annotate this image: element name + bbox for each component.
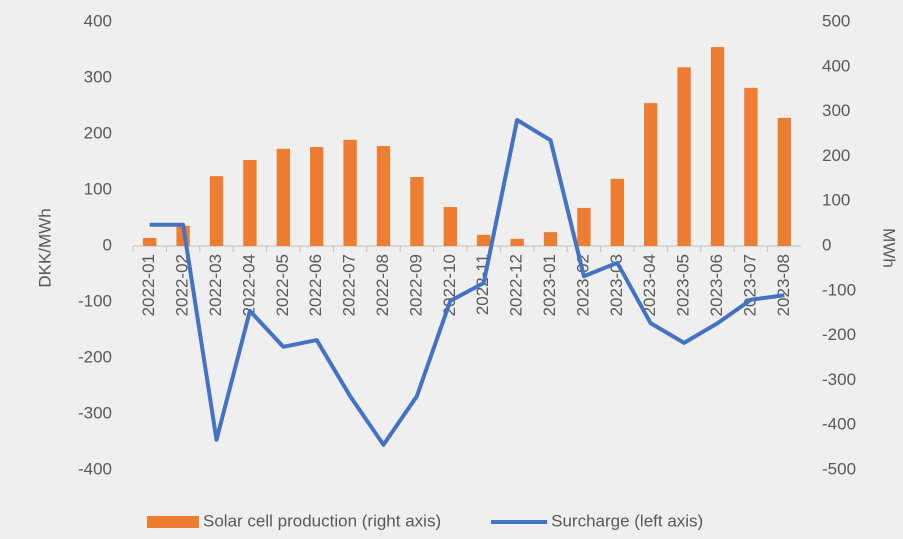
y-tick-label: -400 xyxy=(78,459,112,478)
bar xyxy=(610,178,624,246)
bar xyxy=(577,207,591,246)
y2-tick-label: -100 xyxy=(822,280,856,299)
bar xyxy=(310,146,324,246)
y2-tick-label: 100 xyxy=(822,191,850,210)
x-tick-label: 2022-05 xyxy=(273,254,292,316)
x-tick-label: 2023-05 xyxy=(674,254,693,316)
x-tick-label: 2022-01 xyxy=(139,254,158,316)
legend-label: Surcharge (left axis) xyxy=(551,511,703,530)
bar xyxy=(477,234,491,246)
y2-tick-label: -200 xyxy=(822,325,856,344)
x-tick-label: 2022-07 xyxy=(340,254,359,316)
bar xyxy=(644,103,658,246)
y2-tick-label: -300 xyxy=(822,370,856,389)
bar xyxy=(777,117,791,246)
bar xyxy=(343,139,357,246)
y2-tick-label: -400 xyxy=(822,415,856,434)
y2-tick-label: 0 xyxy=(822,235,831,254)
y2-tick-label: 200 xyxy=(822,146,850,165)
x-tick-label: 2022-08 xyxy=(373,254,392,316)
bar xyxy=(677,67,691,246)
x-tick-label: 2023-02 xyxy=(573,254,592,316)
y-tick-label: -100 xyxy=(78,291,112,310)
legend-swatch xyxy=(147,516,199,528)
legend-label: Solar cell production (right axis) xyxy=(203,511,441,530)
y-tick-label: -200 xyxy=(78,347,112,366)
y-tick-label: 300 xyxy=(84,67,112,86)
x-tick-label: 2022-04 xyxy=(239,254,258,316)
y2-tick-label: 500 xyxy=(822,11,850,30)
bar xyxy=(443,207,457,246)
bar xyxy=(744,87,758,246)
bar xyxy=(376,146,391,246)
x-tick-label: 2023-01 xyxy=(540,254,559,316)
bar xyxy=(543,232,558,246)
x-tick-label: 2023-04 xyxy=(640,254,659,316)
bar xyxy=(710,47,725,247)
x-tick-label: 2022-02 xyxy=(173,254,192,316)
line xyxy=(149,118,785,447)
y2-tick-label: 300 xyxy=(822,101,850,120)
bar xyxy=(209,176,224,246)
y-tick-label: 400 xyxy=(84,11,112,30)
y-axis-title: DKK/MWh xyxy=(35,208,54,287)
x-tick-label: 2022-06 xyxy=(306,254,325,316)
y-tick-label: 200 xyxy=(84,123,112,142)
x-tick-label: 2022-03 xyxy=(206,254,225,316)
x-tick-label: 2022-12 xyxy=(507,254,526,316)
y-tick-label: -300 xyxy=(78,403,112,422)
y-tick-label: 0 xyxy=(103,235,112,254)
x-tick-label: 2022-09 xyxy=(406,254,425,316)
bar xyxy=(143,237,157,246)
y2-tick-label: -500 xyxy=(822,459,856,478)
y-tick-label: 100 xyxy=(84,179,112,198)
x-tick-label: 2023-06 xyxy=(707,254,726,316)
bar xyxy=(243,159,257,246)
bar xyxy=(510,238,524,246)
y2-axis-title: MWh xyxy=(880,228,899,268)
y2-tick-label: 400 xyxy=(822,56,850,75)
bar xyxy=(276,148,290,246)
x-tick-label: 2023-08 xyxy=(774,254,793,316)
bar xyxy=(410,177,424,246)
